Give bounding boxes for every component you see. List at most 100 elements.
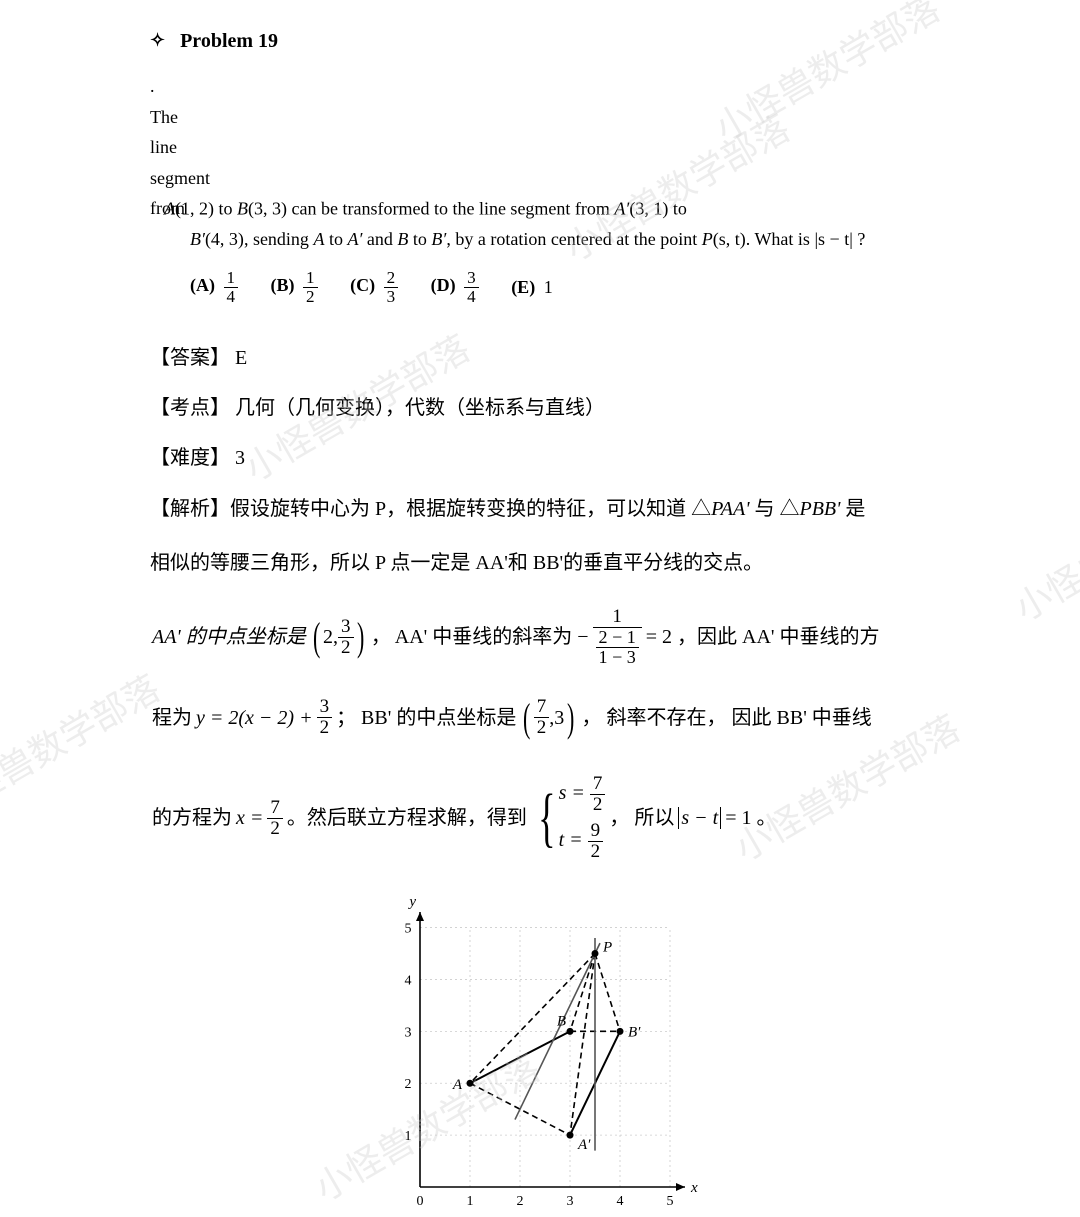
triangle-name: PBB' [799,498,840,520]
stem-text: , sending [244,229,314,249]
frac-den: 4 [464,287,479,306]
watermark: 小怪兽数学部落 [0,660,168,831]
diamond-icon: ✧ [150,30,165,50]
triangle-name: PAA' [711,498,749,520]
fraction: 32 [338,617,354,658]
solution-text: = 1 。 [725,808,776,828]
equation: y = 2(x − 2) + [196,708,313,728]
frac-den: 2 [588,841,604,862]
fraction: 72 [534,697,550,738]
problem-title: ✧ Problem 19 [150,30,930,53]
fraction: 34 [464,269,479,306]
stem-text: to [668,198,687,218]
fraction: 2 − 1 1 − 3 [596,628,639,667]
stem-text: can be transformed to the line segment f… [287,198,614,218]
point-P: P [702,229,713,249]
difficulty-section: 【难度】 3 [150,435,930,481]
solution-text: 的方程为 [152,808,232,828]
frac-den: 4 [224,287,239,306]
problem-stem: . The line segment from A(1, 2) to B(3, … [150,71,930,255]
fraction: 23 [384,269,399,306]
page: 小怪兽数学部落 小怪兽数学部落 小怪兽数学部落 小怪兽数学部落 小怪兽数学部落 … [0,0,1080,1217]
point-A: A [164,198,175,218]
frac-num: 1 [593,607,642,627]
topic-section: 【考点】 几何（几何变换），代数（坐标系与直线） [150,385,930,431]
midpoint-BB: ( 72 ,3 ) [520,697,577,738]
coords-B: (3, 3) [248,198,287,218]
solution-text: = 2 ，因此 AA' 中垂线的方 [646,627,880,647]
point-Ap: A′ [614,198,629,218]
frac-den: 2 [303,287,318,306]
solution-text: 与 △ [749,498,799,520]
solution-text: 假设旋转中心为 P，根据旋转变换的特征，可以知道 △ [230,498,711,520]
frac-den: 2 [590,794,606,815]
point-B: B [237,198,248,218]
svg-text:3: 3 [567,1194,574,1209]
coords-A: (1, 2) [175,198,214,218]
svg-text:y: y [407,894,416,910]
solution-text: 相似的等腰三角形，所以 P 点一定是 AA'和 BB'的垂直平分线的交点。 [150,539,930,587]
eq-t: t = [559,829,588,851]
stem-text: and [362,229,397,249]
frac-num: 3 [338,617,354,637]
fraction: 72 [267,798,283,839]
stem-text: to [214,198,237,218]
difficulty-value: 3 [235,447,245,469]
point-Bp: B′ [190,229,205,249]
answer-choices: (A) 14 (B) 12 (C) 23 (D) 34 (E) 1 [190,269,930,306]
coords-Bp: (4, 3) [205,229,244,249]
svg-text:0: 0 [417,1194,424,1209]
solution-section: 【解析】假设旋转中心为 P，根据旋转变换的特征，可以知道 △PAA' 与 △PB… [150,485,930,873]
coords-P: (s, t) [713,229,746,249]
frac-num: 2 [384,269,399,287]
svg-text:1: 1 [405,1129,412,1144]
choice-C: (C) 23 [350,269,398,306]
frac-den: 1 − 3 [596,647,639,667]
solution-text: AA' 的中点坐标是 [152,627,306,647]
solution-text: 。然后联立方程求解，得到 [287,808,527,828]
choice-label: (D) [431,275,456,295]
frac-num: 3 [317,697,333,717]
equation-system: { s = 72 t = 92 [531,768,605,868]
topic-value: 几何（几何变换），代数（坐标系与直线） [235,397,605,419]
frac-den: 3 [384,287,399,306]
answer-value: E [235,347,247,369]
frac-den: 2 [317,717,333,738]
solution-text: 程为 [152,708,192,728]
point-B: B [397,229,408,249]
svg-text:A: A [452,1077,463,1093]
stem-text: . The line segment from [150,71,164,224]
solution-graph: 01234512345xyABA′B′P [150,892,930,1217]
stem-text: . What is [746,229,815,249]
svg-text:P: P [602,939,612,955]
frac-den: 2 [338,637,354,658]
frac-num: 1 [224,269,239,287]
choice-B: (B) 12 [271,269,318,306]
frac-num: 1 [303,269,318,287]
choice-value: 1 [544,277,553,297]
math-line: 的方程为 x = 72 。然后联立方程求解，得到 { s = 72 t = 92 [150,762,930,874]
eq-s: s = [559,782,590,804]
abs-expr: s − t [678,807,721,829]
frac-num: 7 [534,697,550,717]
stem-text: to [408,229,431,249]
svg-text:5: 5 [405,921,412,936]
frac-num: 9 [588,821,604,841]
fraction: 14 [224,269,239,306]
mid-y: ,3 [549,708,564,728]
math-line: AA' 的中点坐标是 ( 2, 32 ) ， AA' 中垂线的斜率为 − 1 2… [150,601,930,673]
fraction: 12 [303,269,318,306]
topic-label: 【考点】 [150,397,230,419]
answer-label: 【答案】 [150,347,230,369]
solution-text: 是 [840,498,865,520]
svg-text:5: 5 [667,1194,674,1209]
frac-den: 2 − 1 1 − 3 [593,627,642,667]
problem-number: Problem 19 [180,30,278,52]
svg-text:B′: B′ [628,1024,641,1040]
frac-num: 7 [590,774,606,794]
solution-text: ， 斜率不存在， 因此 BB' 中垂线 [582,708,872,728]
solution-text: ； BB' 的中点坐标是 [336,708,516,728]
svg-text:A′: A′ [577,1137,591,1153]
math-line: 程为 y = 2(x − 2) + 32 ； BB' 的中点坐标是 ( 72 ,… [150,691,930,744]
svg-text:x: x [690,1180,698,1196]
